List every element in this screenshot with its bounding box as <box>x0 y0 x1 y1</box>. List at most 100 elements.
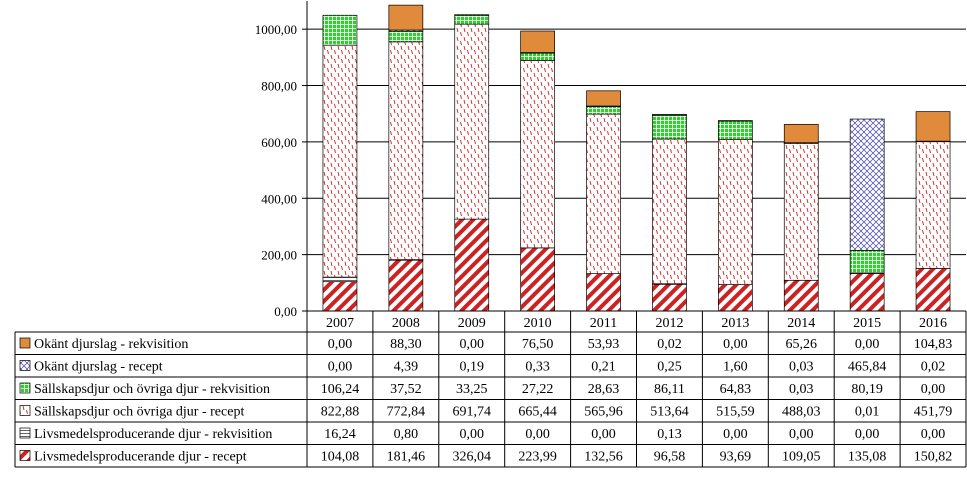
bar-2007-series-1 <box>322 276 358 283</box>
data-label: 0,00 <box>460 427 485 442</box>
data-label: 93,69 <box>720 450 752 465</box>
data-label: 1,60 <box>723 360 748 375</box>
legend-key <box>19 382 31 394</box>
y-tick-label: 200,00 <box>261 248 297 263</box>
data-label: 0,01 <box>855 405 880 420</box>
data-label: 0,80 <box>394 427 419 442</box>
data-label: 691,74 <box>453 405 492 420</box>
legend-entry: Livsmedelsproducerande djur - rekvisitio… <box>34 427 272 442</box>
bar-2014-series-0 <box>783 279 819 312</box>
bar-2014-series-5 <box>783 123 819 144</box>
data-label: 0,00 <box>723 337 748 352</box>
bar-2011-series-2 <box>586 113 621 274</box>
data-label: 4,39 <box>394 360 419 375</box>
data-label: 0,00 <box>921 427 946 442</box>
data-label: 0,13 <box>657 427 682 442</box>
legend-entry: Okänt djurslag - rekvisition <box>34 337 188 352</box>
bar-2012-series-0 <box>652 283 687 312</box>
bar-2008-series-3 <box>388 30 424 43</box>
data-label: 96,58 <box>654 450 686 465</box>
bar-2015-series-4 <box>849 118 885 251</box>
bar-2012-series-2 <box>652 138 687 285</box>
bar-2010-series-2 <box>520 59 556 249</box>
x-tick-label: 2016 <box>919 316 947 331</box>
data-label: 515,59 <box>716 405 755 420</box>
legend-key <box>19 450 31 461</box>
x-tick-label: 2012 <box>655 316 683 331</box>
bar-2010-series-3 <box>520 52 556 61</box>
bar-2007-series-3 <box>322 14 358 46</box>
legend-key <box>19 427 31 439</box>
data-label: 488,03 <box>782 405 821 420</box>
bar-2012-series-5 <box>652 114 687 116</box>
bar-2009-series-0 <box>454 218 490 312</box>
bar-2007-series-2 <box>322 44 358 278</box>
data-label: 0,00 <box>328 360 353 375</box>
bar-2016-series-2 <box>915 140 951 269</box>
data-label: 37,52 <box>390 382 422 397</box>
data-label: 0,00 <box>525 427 550 442</box>
x-tick-label: 2008 <box>392 316 420 331</box>
data-label: 104,08 <box>321 450 360 465</box>
y-axis: 0,00 200,00 400,00 600,00 800,00 1000,00 <box>255 1 308 319</box>
data-label: 28,63 <box>588 382 620 397</box>
data-label: 0,00 <box>855 427 880 442</box>
bar-2008-series-2 <box>388 41 424 260</box>
y-tick-label: 0,00 <box>274 304 297 319</box>
data-label: 132,56 <box>584 450 623 465</box>
data-label: 326,04 <box>453 450 492 465</box>
bar-2008-series-0 <box>388 259 424 312</box>
data-label: 27,22 <box>522 382 554 397</box>
bar-2008-series-5 <box>388 4 424 31</box>
data-label: 223,99 <box>518 450 557 465</box>
data-label: 16,24 <box>324 427 356 442</box>
data-label: 76,50 <box>522 337 554 352</box>
data-label: 88,30 <box>390 337 422 352</box>
legend-key <box>19 360 31 371</box>
data-label: 0,19 <box>460 360 485 375</box>
data-label: 86,11 <box>654 382 685 397</box>
data-label: 109,05 <box>782 450 821 465</box>
bar-2011-series-3 <box>586 105 621 115</box>
data-label: 0,25 <box>657 360 682 375</box>
data-label: 0,02 <box>921 360 946 375</box>
legend-key <box>19 337 31 349</box>
data-label: 135,08 <box>848 450 887 465</box>
data-label: 0,00 <box>723 427 748 442</box>
data-label: 0,03 <box>789 382 814 397</box>
data-label: 65,26 <box>786 337 818 352</box>
data-table: 2007 2008 2009 2010 2011 2012 2013 2014 2015 2016… <box>14 310 967 468</box>
x-tick-label: 2011 <box>590 316 617 331</box>
data-label: 181,46 <box>387 450 426 465</box>
bar-2016-series-5 <box>915 111 951 142</box>
data-label: 53,93 <box>588 337 620 352</box>
y-tick-label: 400,00 <box>261 191 297 206</box>
y-tick-label: 800,00 <box>261 79 297 94</box>
bar-2014-series-2 <box>783 142 819 281</box>
legend-entry: Livsmedelsproducerande djur - recept <box>34 450 247 465</box>
legend-entry: Sällskapsdjur och övriga djur - rekvisit… <box>34 382 270 397</box>
x-tick-label: 2013 <box>721 316 749 331</box>
bar-2009-series-2 <box>454 23 490 220</box>
data-label: 772,84 <box>387 405 426 420</box>
bar-2010-series-0 <box>520 247 556 312</box>
legend-entry: Sällskapsdjur och övriga djur - recept <box>34 405 244 420</box>
bar-2011-series-0 <box>586 273 621 312</box>
bar-2013-series-2 <box>717 138 753 285</box>
bar-2009-series-3 <box>454 14 490 25</box>
data-label: 0,00 <box>855 337 880 352</box>
x-tick-label: 2010 <box>524 316 552 331</box>
data-label: 465,84 <box>848 360 887 375</box>
data-label: 0,00 <box>921 382 946 397</box>
y-tick-label: 1000,00 <box>255 22 297 37</box>
bar-2015-series-3 <box>849 249 885 274</box>
legend-entry: Okänt djurslag - recept <box>34 360 163 375</box>
x-tick-label: 2014 <box>787 316 815 331</box>
x-tick-label: 2009 <box>458 316 486 331</box>
x-tick-label: 2015 <box>853 316 881 331</box>
data-label: 0,21 <box>591 360 616 375</box>
data-label: 106,24 <box>321 382 360 397</box>
data-label: 0,00 <box>328 337 353 352</box>
y-tick-label: 600,00 <box>261 135 297 150</box>
